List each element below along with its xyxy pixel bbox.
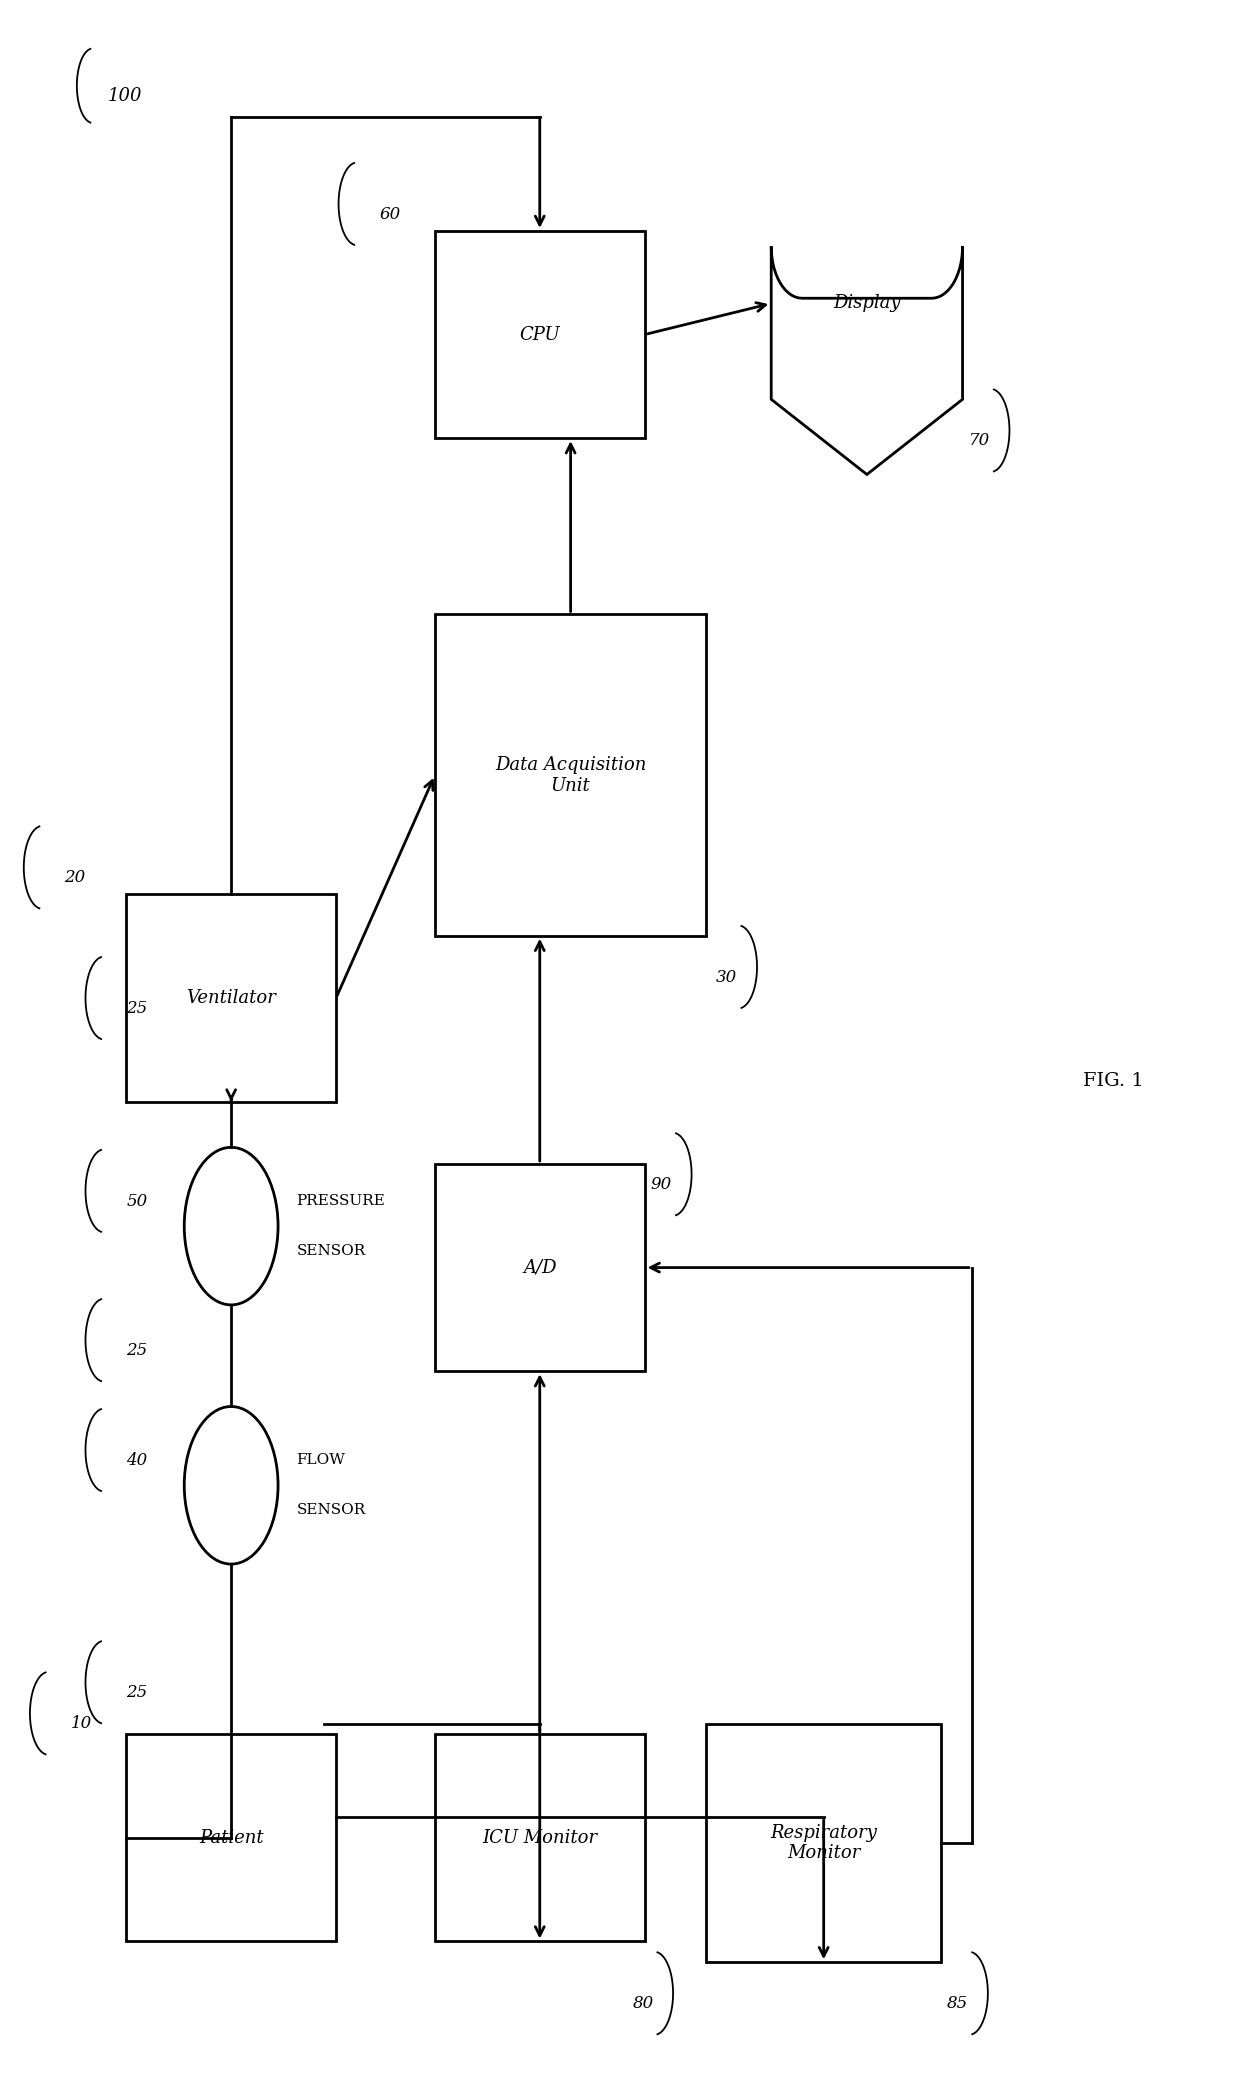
Text: 85: 85 [947, 1996, 968, 2012]
Text: 100: 100 [108, 87, 143, 106]
Text: 70: 70 [968, 432, 990, 449]
Bar [435, 615, 707, 936]
Text: 25: 25 [126, 1343, 148, 1360]
Text: Respiratory
Monitor: Respiratory Monitor [770, 1823, 877, 1863]
Text: 10: 10 [71, 1715, 92, 1732]
Text: PRESSURE: PRESSURE [296, 1193, 386, 1208]
Text: SENSOR: SENSOR [296, 1503, 366, 1518]
Text: ICU Monitor: ICU Monitor [482, 1830, 598, 1846]
Text: Patient: Patient [198, 1830, 263, 1846]
Bar [435, 1164, 645, 1372]
Text: FLOW: FLOW [296, 1453, 346, 1468]
Bar [707, 1723, 941, 1963]
Text: 50: 50 [126, 1193, 148, 1210]
Text: 90: 90 [651, 1177, 672, 1193]
Text: Ventilator: Ventilator [186, 990, 277, 1006]
Text: FIG. 1: FIG. 1 [1084, 1073, 1145, 1089]
Text: 80: 80 [632, 1996, 653, 2012]
Text: 20: 20 [64, 869, 86, 886]
Bar [126, 1734, 336, 1942]
Text: Data Acquisition
Unit: Data Acquisition Unit [495, 757, 646, 794]
Text: 40: 40 [126, 1451, 148, 1470]
Bar [126, 894, 336, 1102]
Text: Display: Display [833, 295, 900, 312]
Bar [435, 1734, 645, 1942]
Text: 25: 25 [126, 1684, 148, 1701]
Bar [435, 231, 645, 439]
Text: 25: 25 [126, 1000, 148, 1017]
Text: 30: 30 [717, 969, 738, 985]
Text: 60: 60 [379, 206, 401, 222]
Text: CPU: CPU [520, 326, 560, 343]
Text: SENSOR: SENSOR [296, 1243, 366, 1258]
Text: A/D: A/D [523, 1258, 557, 1277]
